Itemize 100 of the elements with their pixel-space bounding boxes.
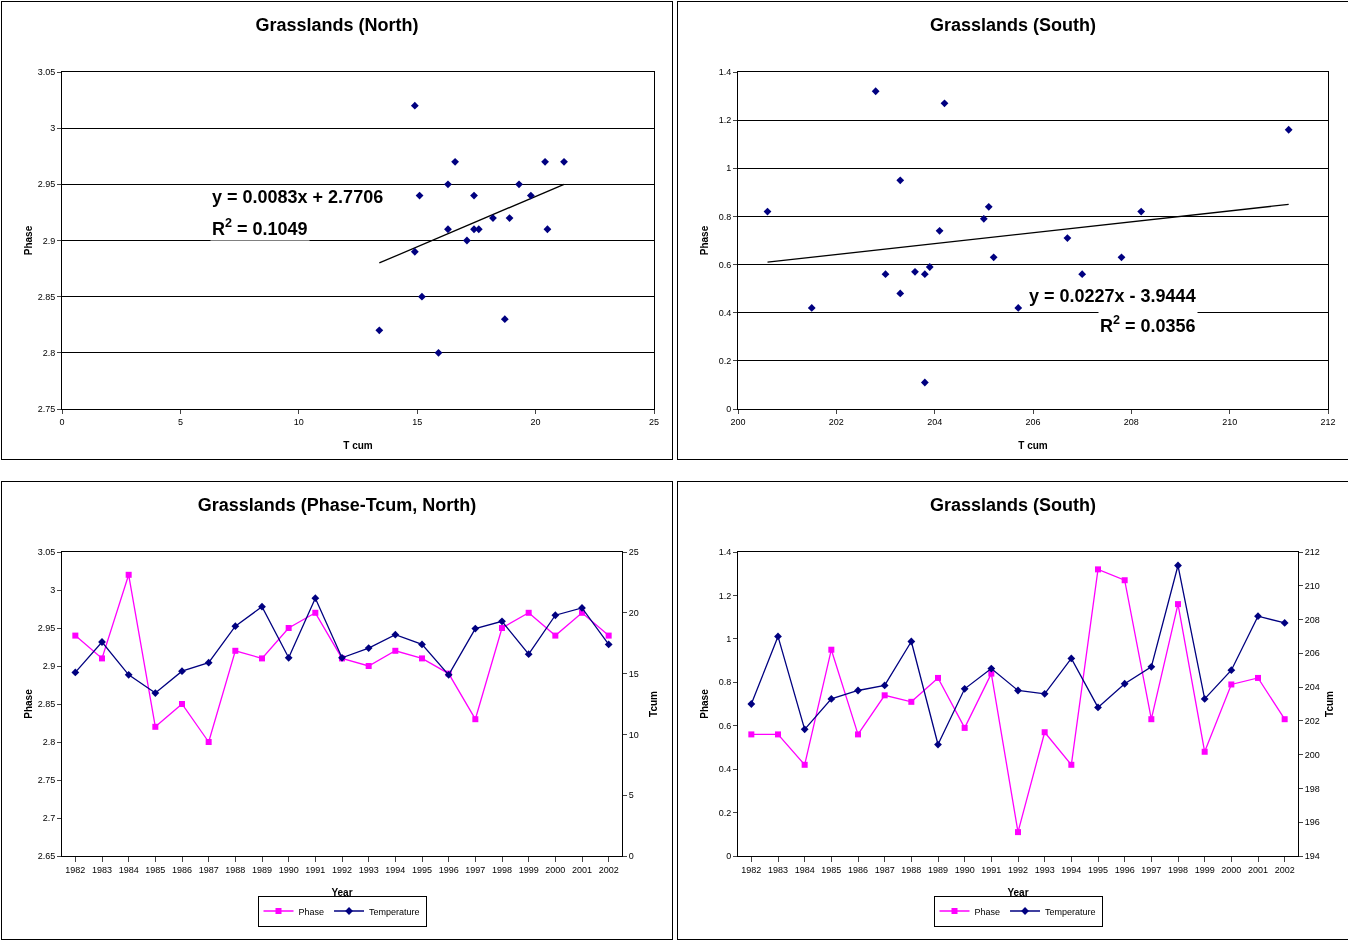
point [907,637,916,646]
y-tick-label: 0 [726,851,732,862]
x-tick-label: 1984 [118,864,139,875]
x-tick-label: 1994 [385,864,406,875]
x-tick-label: 1990 [278,864,299,875]
point [444,180,452,189]
point [911,267,919,276]
point [1227,666,1236,675]
x-axis-title: Year [331,887,353,898]
point [920,270,929,279]
point [1148,716,1155,723]
point [470,191,478,200]
y2-tick-label: 25 [628,547,639,558]
y2-tick-label: 5 [628,790,634,801]
point [258,602,266,611]
point [463,236,471,245]
point [505,214,514,222]
x-tick-label: 1998 [491,864,513,875]
point [415,191,424,200]
point [418,292,426,301]
x-tick-label: 1997 [1141,864,1162,875]
point [935,226,944,235]
x-tick-label: 0 [59,416,65,427]
point [1041,729,1048,736]
point [1068,761,1075,768]
point [410,101,419,110]
x-tick-label: 1993 [358,864,379,875]
x-tick-label: 1993 [1034,864,1055,875]
x-tick-label: 2002 [1274,864,1295,875]
x-tick-label: 5 [177,416,183,427]
point [1120,679,1129,688]
point [285,625,292,631]
point [72,632,79,639]
x-tick-label: 210 [1222,416,1238,427]
x-tick-label: 1996 [1114,864,1135,875]
x-tick-label: 1994 [1061,864,1082,875]
point [908,698,915,705]
y-tick-label: 2.9 [42,235,56,246]
point [1175,601,1181,608]
point [551,611,560,620]
point [807,304,816,312]
x-tick-label: 204 [927,416,943,427]
x-tick-label: 1983 [91,864,113,875]
y2-tick-label: 200 [1304,749,1320,760]
legend-label: Temperature [369,906,420,917]
y-tick-label: 0.6 [718,259,732,270]
y2-tick-label: 210 [1304,580,1320,591]
y2-tick-label: 196 [1304,817,1320,828]
point [920,378,929,387]
x-tick-label: 2001 [1247,864,1269,875]
point [989,253,998,262]
point [231,622,240,631]
y-tick-label: 0.2 [718,356,732,367]
y-tick-label: 2.7 [42,813,56,824]
point [984,202,993,211]
point [960,684,969,693]
point [748,731,755,738]
x-tick-label: 1996 [438,864,459,875]
point [1121,577,1128,584]
point [1147,662,1156,671]
point [1201,748,1208,755]
point [1095,566,1101,573]
y2-tick-label: 204 [1304,682,1320,693]
legend-label: Phase [298,906,325,917]
point [896,289,905,298]
chart-title: Grasslands (Phase-Tcum, North) [197,494,477,515]
point [1117,253,1126,262]
x-tick-label: 1991 [981,864,1002,875]
point [1015,829,1021,836]
point [775,731,781,738]
point [391,630,400,639]
y-tick-label: 1.4 [718,67,732,78]
point [988,670,995,677]
point [364,644,373,652]
point [444,225,452,234]
y-tick-label: 1.2 [718,115,732,126]
point [392,647,399,654]
x-tick-label: 202 [828,416,844,427]
point [1174,561,1182,570]
point [499,625,505,631]
point [605,632,612,639]
y-tick-label: 2.95 [37,623,56,634]
point [152,723,159,730]
point [774,632,782,641]
point [1040,689,1049,698]
x-tick-label: 1991 [305,864,326,875]
point [525,609,532,616]
y-tick-label: 1 [726,163,732,174]
point [124,670,133,679]
x-axis-title: T cum [1018,440,1048,451]
point [800,725,809,734]
x-tick-label: 10 [293,416,304,427]
x-tick-label: 20 [530,416,541,427]
point [526,191,535,200]
x-tick-label: 1990 [954,864,975,875]
x-tick-label: 1984 [794,864,815,875]
point [178,667,186,676]
point [935,674,941,681]
point [1255,674,1261,681]
point [498,617,506,626]
